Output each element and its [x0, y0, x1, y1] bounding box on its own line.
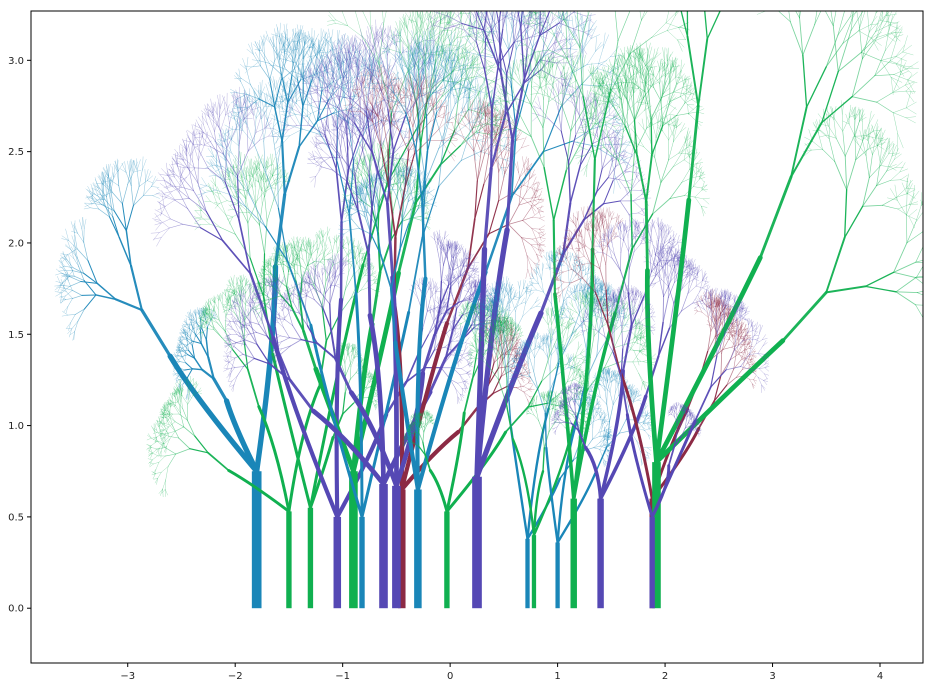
tree-trunk: [379, 484, 388, 609]
x-tick-label: 2: [662, 671, 668, 682]
tree-trunk: [307, 507, 314, 609]
x-tick-label: 0: [447, 671, 453, 682]
tree-trunk: [597, 498, 604, 609]
tree-green: [467, 289, 657, 609]
tree-blue: [471, 245, 613, 609]
axes-frame: [30, 10, 924, 664]
x-tick-label: 4: [877, 671, 883, 682]
x-tick-label: −1: [335, 671, 350, 682]
x-tick-label: 1: [554, 671, 560, 682]
y-tick-label: 1.5: [8, 330, 24, 341]
tree-trunk: [652, 462, 661, 609]
tree-trunk: [251, 471, 262, 609]
tree-trunk: [472, 476, 482, 609]
tree-trunk: [392, 485, 401, 609]
tree-trunk: [349, 471, 358, 609]
tree-trunk: [531, 535, 537, 609]
tree-blue: [197, 28, 514, 609]
tree-blue: [54, 22, 363, 609]
tree-trunk: [444, 511, 450, 609]
x-tick-label: −3: [120, 671, 135, 682]
x-tick-label: −2: [228, 671, 243, 682]
plot-area: [54, 11, 923, 609]
x-tick-label: 3: [769, 671, 775, 682]
tree-trunk: [555, 542, 560, 609]
tree-purple: [579, 284, 770, 609]
tree-trunk: [570, 498, 577, 609]
y-tick-label: 2.5: [8, 147, 24, 158]
tree-trunk: [525, 538, 530, 609]
tree-trunk: [333, 516, 342, 609]
tree-trunk: [359, 516, 365, 609]
tree-trunk: [649, 516, 655, 609]
tree-green: [591, 11, 923, 609]
tree-green: [489, 11, 710, 609]
y-tick-label: 1.0: [8, 421, 24, 432]
y-tick-label: 2.0: [8, 238, 24, 249]
x-axis: −3 −2 −1 0 1 2 3 4: [120, 663, 883, 682]
y-tick-label: 0.5: [8, 512, 24, 523]
tree-trunk: [286, 511, 292, 609]
tree-trunk: [398, 489, 406, 609]
tree-purple: [269, 19, 488, 609]
y-tick-label: 3.0: [8, 56, 24, 67]
y-axis: 0.0 0.5 1.0 1.5 2.0 2.5 3.0: [8, 56, 31, 615]
tree-green: [402, 294, 593, 609]
y-tick-label: 0.0: [8, 604, 24, 615]
tree-trunk: [414, 489, 422, 609]
